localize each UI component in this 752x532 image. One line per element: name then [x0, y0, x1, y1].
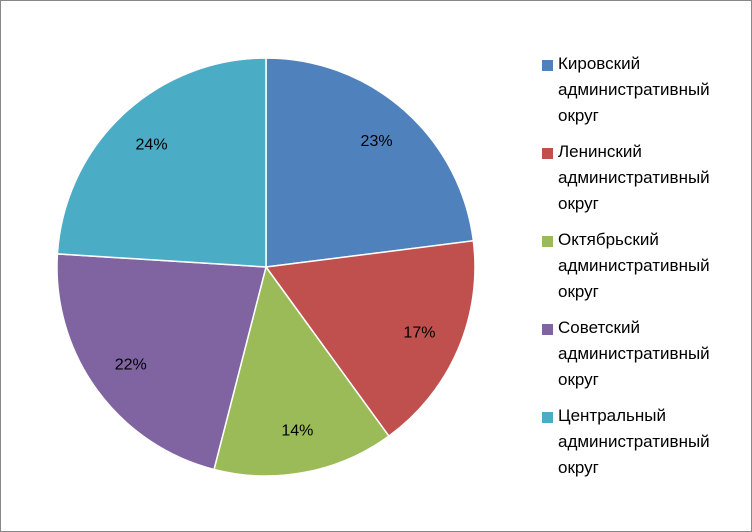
legend-label: Центральный административный округ	[558, 406, 710, 477]
legend-label: Ленинский административный округ	[558, 142, 710, 213]
legend-swatch	[542, 148, 553, 159]
legend-swatch	[542, 324, 553, 335]
data-label: 14%	[281, 422, 313, 439]
pie-slice	[213, 265, 390, 477]
legend-label: Октябрьский административный округ	[558, 230, 710, 301]
legend-item: Кировский административный округ	[542, 51, 742, 139]
legend-item: Центральный административный округ	[542, 403, 742, 491]
legend-item: Октябрьский административный округ	[542, 227, 742, 315]
legend-swatch	[542, 236, 553, 247]
data-label: 17%	[403, 325, 435, 342]
legend: Кировский административный округ Ленински…	[542, 51, 742, 491]
pie-slice	[56, 57, 267, 268]
data-label: 22%	[115, 356, 147, 373]
legend-label: Советский административный округ	[558, 318, 710, 389]
legend-swatch	[542, 60, 553, 71]
data-label: 24%	[136, 136, 168, 153]
legend-item: Ленинский административный округ	[542, 139, 742, 227]
pie-slice	[56, 253, 267, 471]
pie-slice	[264, 239, 476, 438]
data-label: 23%	[361, 133, 393, 150]
legend-swatch	[542, 412, 553, 423]
legend-label: Кировский административный округ	[558, 54, 710, 125]
pie-slice	[265, 57, 475, 268]
legend-item: Советский административный округ	[542, 315, 742, 403]
